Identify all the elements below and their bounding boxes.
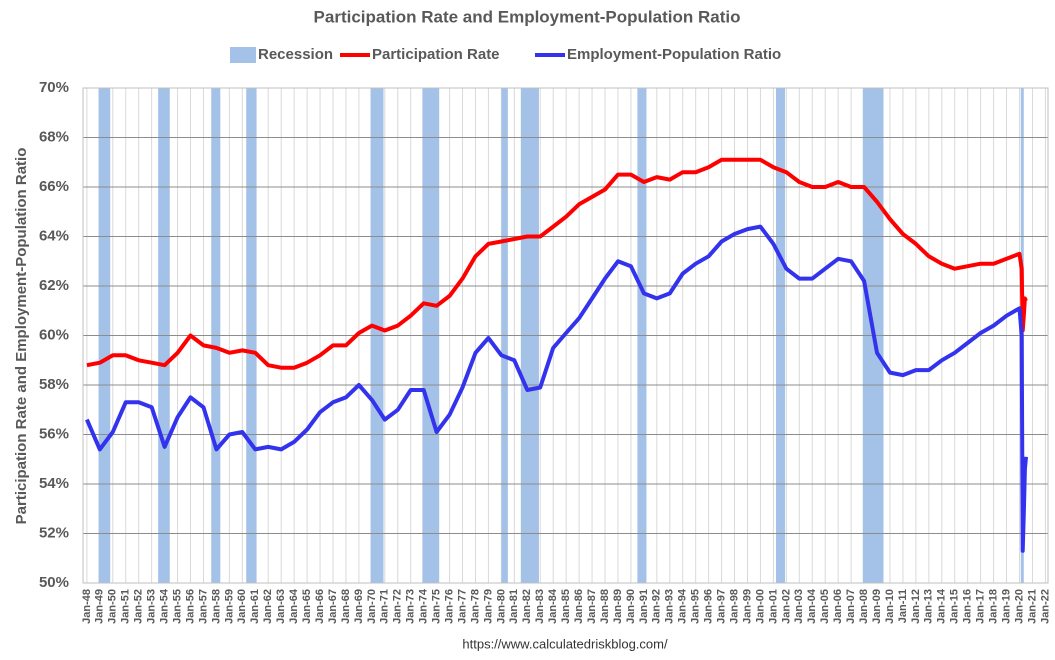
x-tick-label: Jan-52	[133, 589, 145, 624]
x-tick-label: Jan-98	[728, 589, 740, 624]
x-tick-label: Jan-10	[884, 589, 896, 624]
x-tick-label: Jan-55	[171, 589, 183, 624]
x-tick-label: Jan-50	[107, 589, 119, 624]
x-tick-label: Jan-13	[923, 589, 935, 624]
x-tick-label: Jan-99	[741, 589, 753, 624]
x-tick-label: Jan-19	[1000, 589, 1012, 624]
x-tick-label: Jan-05	[819, 589, 831, 624]
x-tick-label: Jan-80	[495, 589, 507, 624]
x-tick-label: Jan-09	[871, 589, 883, 624]
x-tick-label: Jan-48	[81, 589, 93, 624]
x-tick-label: Jan-95	[690, 589, 702, 624]
x-tick-label: Jan-81	[508, 589, 520, 624]
x-tick-label: Jan-74	[418, 588, 430, 624]
legend-swatch	[230, 47, 256, 63]
x-tick-label: Jan-63	[275, 589, 287, 624]
x-tick-label: Jan-64	[288, 588, 300, 624]
y-tick-label: 62%	[39, 277, 69, 294]
x-tick-label: Jan-21	[1026, 589, 1038, 624]
plot-border	[82, 87, 1049, 584]
legend-label: Participation Rate	[372, 46, 500, 63]
x-tick-label: Jan-59	[223, 589, 235, 624]
legend-label: Recession	[258, 46, 333, 63]
x-tick-label: Jan-03	[793, 589, 805, 624]
x-tick-label: Jan-15	[949, 589, 961, 624]
y-tick-label: 64%	[39, 227, 69, 244]
x-tick-label: Jan-66	[314, 589, 326, 624]
x-tick-label: Jan-04	[806, 588, 818, 624]
x-tick-label: Jan-72	[392, 589, 404, 624]
legend-label: Employment-Population Ratio	[567, 46, 781, 63]
x-tick-label: Jan-49	[94, 589, 106, 624]
x-tick-label: Jan-92	[651, 589, 663, 624]
x-tick-label: Jan-00	[754, 589, 766, 624]
y-axis-title: Participation Rate and Employment-Popula…	[13, 148, 30, 525]
y-tick-label: 58%	[39, 376, 69, 393]
x-tick-label: Jan-83	[534, 589, 546, 624]
y-tick-label: 50%	[39, 574, 69, 591]
x-tick-label: Jan-18	[988, 589, 1000, 624]
x-tick-label: Jan-85	[560, 589, 572, 624]
x-tick-label: Jan-65	[301, 589, 313, 624]
y-tick-label: 52%	[39, 524, 69, 541]
x-tick-label: Jan-90	[625, 589, 637, 624]
y-tick-label: 60%	[39, 326, 69, 343]
y-tick-label: 68%	[39, 128, 69, 145]
x-tick-label: Jan-84	[547, 588, 559, 624]
y-tick-label: 54%	[39, 475, 69, 492]
x-tick-label: Jan-58	[210, 589, 222, 624]
x-tick-label: Jan-89	[612, 589, 624, 624]
x-tick-label: Jan-97	[715, 589, 727, 624]
x-tick-label: Jan-07	[845, 589, 857, 624]
x-tick-label: Jan-86	[573, 589, 585, 624]
x-tick-label: Jan-82	[521, 589, 533, 624]
y-tick-label: 56%	[39, 425, 69, 442]
x-tick-label: Jan-14	[936, 588, 948, 624]
x-tick-label: Jan-61	[249, 589, 261, 624]
x-tick-label: Jan-88	[599, 589, 611, 624]
x-tick-label: Jan-20	[1013, 589, 1025, 624]
x-tick-label: Jan-70	[366, 589, 378, 624]
y-tick-label: 70%	[39, 79, 69, 96]
x-tick-label: Jan-93	[664, 589, 676, 624]
x-tick-label: Jan-94	[677, 588, 689, 624]
x-tick-label: Jan-60	[236, 589, 248, 624]
x-tick-label: Jan-56	[184, 589, 196, 624]
x-tick-label: Jan-68	[340, 589, 352, 624]
x-tick-label: Jan-91	[638, 589, 650, 624]
x-tick-label: Jan-17	[975, 589, 987, 624]
series-line	[86, 157, 1028, 370]
x-tick-label: Jan-11	[897, 589, 909, 623]
chart-title: Participation Rate and Employment-Popula…	[314, 7, 741, 26]
x-tick-label: Jan-62	[262, 589, 274, 624]
x-tick-label: Jan-96	[703, 589, 715, 624]
x-tick-label: Jan-79	[482, 589, 494, 624]
x-tick-label: Jan-08	[858, 589, 870, 624]
x-tick-label: Jan-87	[586, 589, 598, 624]
x-tick-label: Jan-51	[120, 589, 132, 624]
x-tick-label: Jan-75	[431, 589, 443, 624]
x-tick-label: Jan-67	[327, 589, 339, 624]
x-tick-label: Jan-54	[159, 588, 171, 624]
x-tick-label: Jan-12	[910, 589, 922, 624]
x-tick-label: Jan-02	[780, 589, 792, 624]
x-tick-label: Jan-69	[353, 589, 365, 624]
x-tick-label: Jan-06	[832, 589, 844, 624]
x-tick-label: Jan-78	[469, 589, 481, 624]
x-tick-label: Jan-71	[379, 589, 391, 624]
x-tick-label: Jan-53	[146, 589, 158, 624]
x-tick-label: Jan-16	[962, 589, 974, 624]
source: https://www.calculatedriskblog.com/	[462, 636, 668, 651]
x-tick-label: Jan-76	[443, 589, 455, 624]
series-line	[85, 224, 1028, 553]
x-tick-label: Jan-77	[456, 589, 468, 624]
x-tick-label: Jan-22	[1039, 589, 1051, 624]
x-tick-label: Jan-73	[405, 589, 417, 624]
y-tick-label: 66%	[39, 178, 69, 195]
x-tick-label: Jan-57	[197, 589, 209, 624]
x-tick-label: Jan-01	[767, 589, 779, 624]
